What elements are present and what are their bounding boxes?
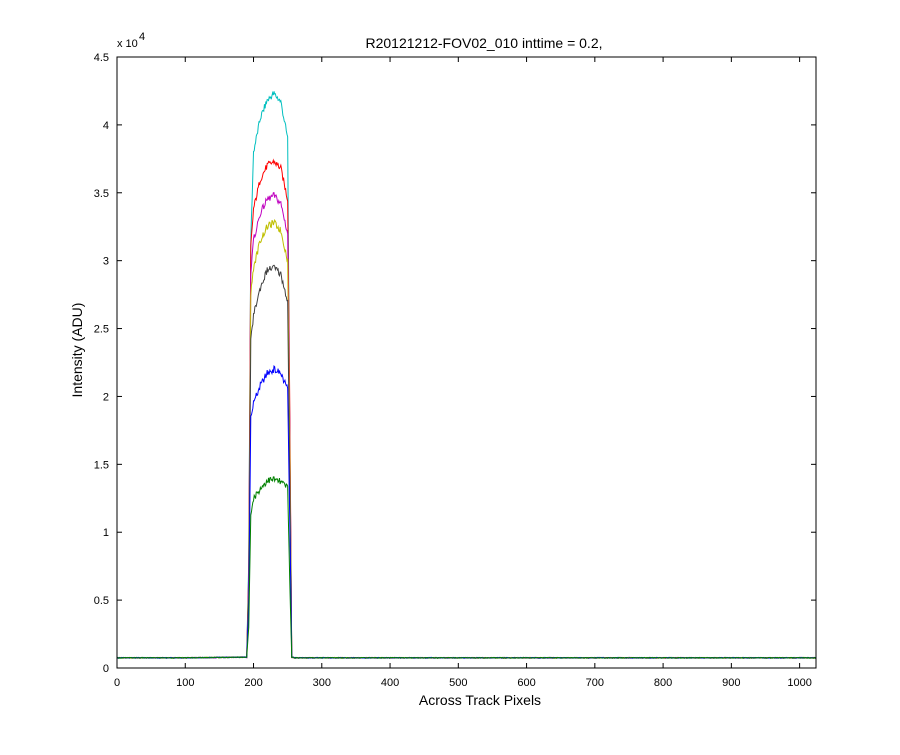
series-line-6: [116, 365, 817, 659]
chart-title: R20121212-FOV02_010 inttime = 0.2,: [366, 35, 603, 51]
axes-box: [116, 56, 817, 669]
series-line-5: [116, 264, 817, 659]
ticks-layer: 0 100 200 300 400 500 600 700 800 900 1000 0 0.5 1 1.5…: [94, 52, 816, 689]
series-line-4: [116, 218, 817, 659]
y-tick-label: 1: [103, 527, 109, 539]
x-tick-label: 600: [517, 677, 535, 689]
series-layer: [116, 90, 817, 659]
y-tick-label: 0.5: [94, 595, 109, 607]
y-tick-label: 0: [103, 663, 109, 675]
y-axis-label: Intensity (ADU): [69, 303, 85, 398]
series-line-7: [116, 476, 817, 659]
y-tick-label: 3.5: [94, 188, 109, 200]
series-line-1: [116, 90, 817, 659]
y-tick-label: 2: [103, 391, 109, 403]
x-tick-label: 400: [381, 677, 399, 689]
x-tick-label: 1000: [787, 677, 811, 689]
x-tick-label: 100: [176, 677, 194, 689]
y-tick-label: 2.5: [94, 324, 109, 336]
y-tick-label: 4: [103, 120, 109, 132]
x-axis-label: Across Track Pixels: [419, 692, 541, 708]
x-tick-label: 700: [586, 677, 604, 689]
x-tick-label: 200: [244, 677, 262, 689]
x-tick-label: 0: [114, 677, 120, 689]
x-tick-label: 500: [449, 677, 467, 689]
x-tick-label: 900: [722, 677, 740, 689]
y-multiplier-exponent: 4: [139, 31, 145, 43]
x-tick-label: 800: [654, 677, 672, 689]
y-tick-label: 3: [103, 256, 109, 268]
y-tick-label: 1.5: [94, 459, 109, 471]
y-tick-label: 4.5: [94, 52, 109, 64]
series-line-3: [116, 192, 817, 659]
x-tick-label: 300: [313, 677, 331, 689]
y-multiplier-base: x 10: [117, 38, 138, 50]
series-line-2: [116, 158, 817, 659]
